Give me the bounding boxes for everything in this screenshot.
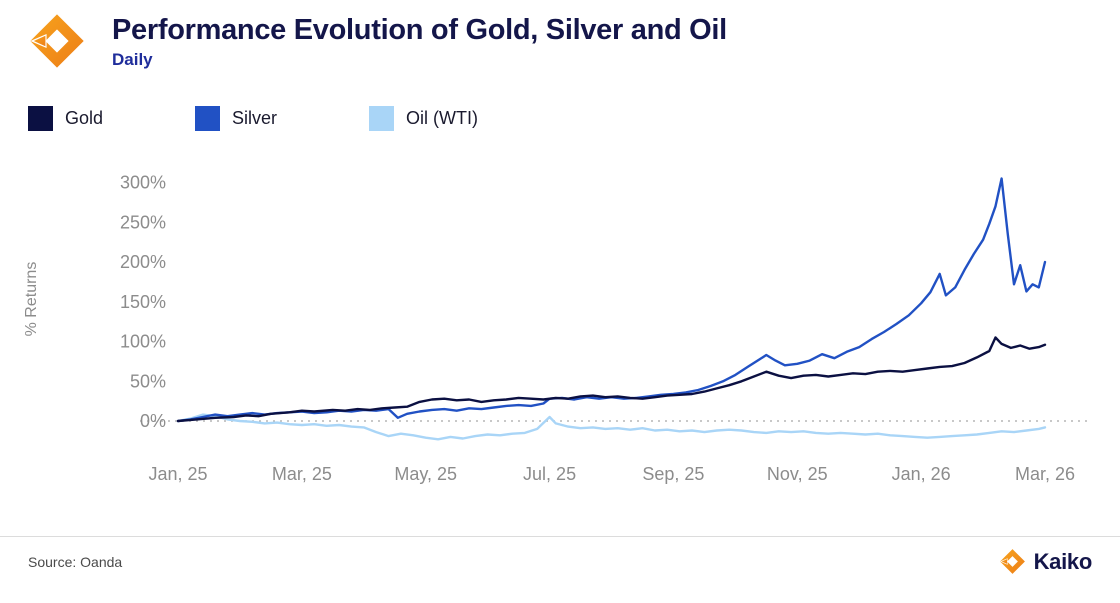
x-tick-label: Sep, 25 bbox=[642, 464, 704, 484]
x-tick-label: May, 25 bbox=[394, 464, 457, 484]
x-tick-label: Mar, 25 bbox=[272, 464, 332, 484]
legend-swatch-icon bbox=[369, 106, 395, 131]
kaiko-logo-icon bbox=[30, 14, 84, 68]
page-title: Performance Evolution of Gold, Silver an… bbox=[112, 14, 727, 46]
legend-item-gold: Gold bbox=[28, 106, 103, 131]
legend-label: Silver bbox=[232, 108, 278, 128]
performance-line-chart: 0% 50% 100% 150% 200% 250% 300% Jan, 25 Mar, 25 M… bbox=[120, 173, 1090, 484]
title-block: Performance Evolution of Gold, Silver an… bbox=[112, 12, 727, 70]
y-tick-label: 100% bbox=[120, 332, 166, 352]
series-line-gold bbox=[176, 336, 1047, 423]
y-axis-label: % Returns bbox=[23, 261, 40, 337]
y-tick-label: 0% bbox=[140, 411, 166, 431]
legend-swatch-icon bbox=[195, 106, 221, 131]
y-tick-label: 250% bbox=[120, 212, 166, 232]
y-tick-label: 200% bbox=[120, 252, 166, 272]
x-tick-label: Jul, 25 bbox=[523, 464, 576, 484]
legend-label: Gold bbox=[65, 108, 104, 128]
x-tick-label: Jan, 26 bbox=[892, 464, 951, 484]
kaiko-logo-icon-small bbox=[999, 549, 1025, 574]
x-tick-label: Nov, 25 bbox=[767, 464, 828, 484]
legend-label: Oil (WTI) bbox=[406, 108, 479, 128]
chart-legend: Gold Silver Oil (WTI) bbox=[28, 106, 570, 131]
x-tick-label: Mar, 26 bbox=[1015, 464, 1075, 484]
legend-swatch-icon bbox=[28, 106, 53, 131]
series-line-silver bbox=[176, 177, 1047, 423]
y-tick-label: 300% bbox=[120, 173, 166, 193]
chart-area: % Returns 0% 50% 100% 150% 200% 250% 300% Jan, … bbox=[0, 150, 1120, 500]
footer: Source: Oanda Kaiko bbox=[28, 548, 1092, 575]
legend-item-oil-wti: Oil (WTI) bbox=[369, 106, 478, 131]
y-tick-label: 150% bbox=[120, 292, 166, 312]
page-subtitle: Daily bbox=[112, 50, 153, 69]
legend-item-silver: Silver bbox=[195, 106, 277, 131]
header: Performance Evolution of Gold, Silver an… bbox=[28, 12, 727, 70]
kaiko-wordmark: Kaiko bbox=[1033, 548, 1093, 574]
x-tick-label: Jan, 25 bbox=[148, 464, 207, 484]
footer-divider bbox=[0, 536, 1120, 537]
series-line-oil-wti bbox=[176, 413, 1047, 441]
footer-brand: Kaiko bbox=[999, 548, 1092, 575]
y-tick-label: 50% bbox=[130, 371, 166, 391]
source-attribution: Source: Oanda bbox=[28, 553, 123, 570]
